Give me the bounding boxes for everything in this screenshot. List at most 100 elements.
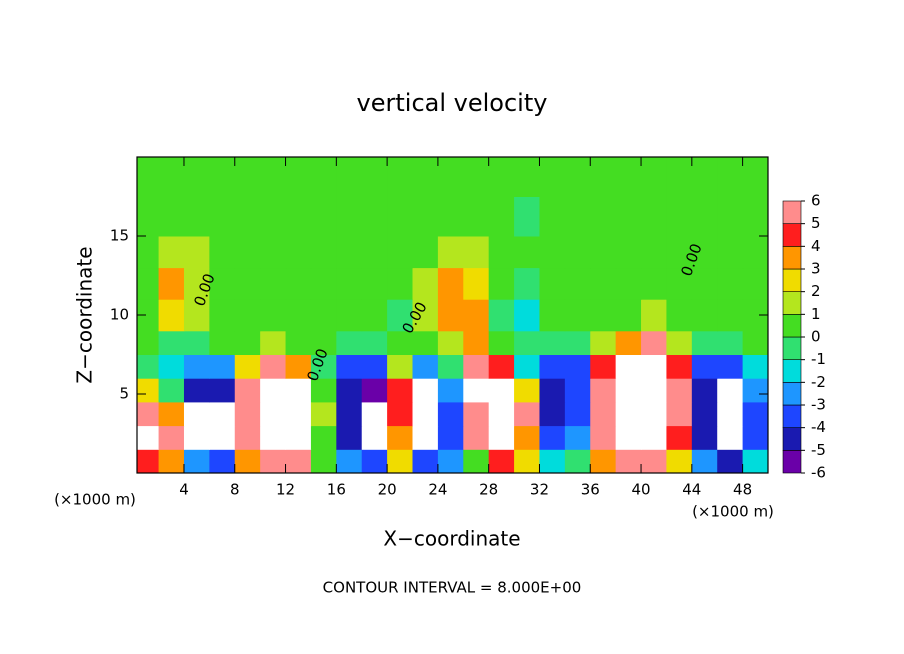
cell [717, 236, 744, 269]
cell [310, 299, 337, 332]
cell [564, 354, 591, 379]
cell [437, 401, 464, 427]
cell [590, 236, 617, 269]
cell [539, 449, 566, 474]
cell [209, 157, 236, 197]
cell [641, 401, 667, 427]
cell [539, 425, 566, 450]
cell [437, 157, 464, 197]
cell [463, 378, 490, 403]
cell [463, 157, 490, 197]
cell [260, 354, 287, 379]
cell [691, 330, 718, 355]
cell [463, 425, 490, 450]
colorbar-tick-label: 2 [811, 282, 821, 300]
cell [158, 299, 185, 332]
cell [514, 299, 540, 332]
cell [717, 449, 744, 474]
cell [463, 330, 490, 355]
cell [666, 236, 693, 269]
cell [285, 449, 312, 474]
cell [463, 401, 490, 427]
cell [641, 449, 667, 474]
cell [564, 236, 591, 269]
cell [564, 299, 591, 332]
cell [717, 299, 744, 332]
cell [514, 157, 540, 197]
cell [666, 267, 693, 300]
cell [691, 449, 718, 474]
cell [387, 378, 414, 403]
cell [336, 330, 363, 355]
cell [234, 425, 261, 450]
cell [310, 157, 337, 197]
cell [641, 299, 667, 332]
x-axis-label: X−coordinate [383, 527, 520, 551]
colorbar-tick-label: 4 [811, 237, 821, 255]
cell [336, 299, 363, 332]
cell [260, 196, 287, 237]
cell [691, 157, 718, 197]
cell [260, 299, 287, 332]
cell [539, 330, 566, 355]
cell [260, 157, 287, 197]
colorbar-swatch [782, 200, 802, 224]
cell [514, 267, 540, 300]
cell [514, 449, 540, 474]
x-tick-label: 4 [179, 481, 189, 499]
cell [260, 449, 287, 474]
cell [742, 236, 769, 269]
cell [691, 236, 718, 269]
colorbar-tick-label: 0 [811, 328, 821, 346]
x-tick-label: 24 [428, 481, 447, 499]
cell [666, 299, 693, 332]
cell [361, 401, 388, 427]
cell [564, 378, 591, 403]
cell [463, 299, 490, 332]
cell [590, 299, 617, 332]
colorbar-tick-label: 6 [811, 192, 821, 210]
footer-note: CONTOUR INTERVAL = 8.000E+00 [323, 579, 582, 597]
cell [209, 267, 236, 300]
cell [412, 449, 439, 474]
cell [285, 299, 312, 332]
cell [488, 299, 515, 332]
cell [742, 330, 769, 355]
cell [539, 196, 566, 237]
cell [387, 299, 414, 332]
colorbar-tick-label: -2 [811, 373, 826, 391]
cell [514, 354, 540, 379]
cell [137, 196, 160, 237]
x-unit-label: (×1000 m) [54, 491, 136, 509]
colorbar-tick-label: -6 [811, 464, 826, 482]
cell [310, 236, 337, 269]
cell [615, 449, 642, 474]
cell [615, 157, 642, 197]
cell [488, 449, 515, 474]
cell [488, 354, 515, 379]
cell [158, 267, 185, 300]
cell [463, 267, 490, 300]
cell [137, 449, 160, 474]
cell [209, 354, 236, 379]
cell [137, 378, 160, 403]
cell [260, 330, 287, 355]
cell [641, 157, 667, 197]
cell [514, 425, 540, 450]
cell [234, 267, 261, 300]
cell [336, 196, 363, 237]
cell [412, 236, 439, 269]
cell [615, 330, 642, 355]
colorbar-tick-label: -4 [811, 418, 826, 436]
colorbar-swatch [782, 314, 802, 338]
cell [387, 449, 414, 474]
cell [361, 196, 388, 237]
cell [310, 196, 337, 237]
cell [514, 378, 540, 403]
cell [463, 354, 490, 379]
cell [717, 267, 744, 300]
colorbar-tick-label: -1 [811, 350, 826, 368]
cell [260, 236, 287, 269]
cell [285, 267, 312, 300]
